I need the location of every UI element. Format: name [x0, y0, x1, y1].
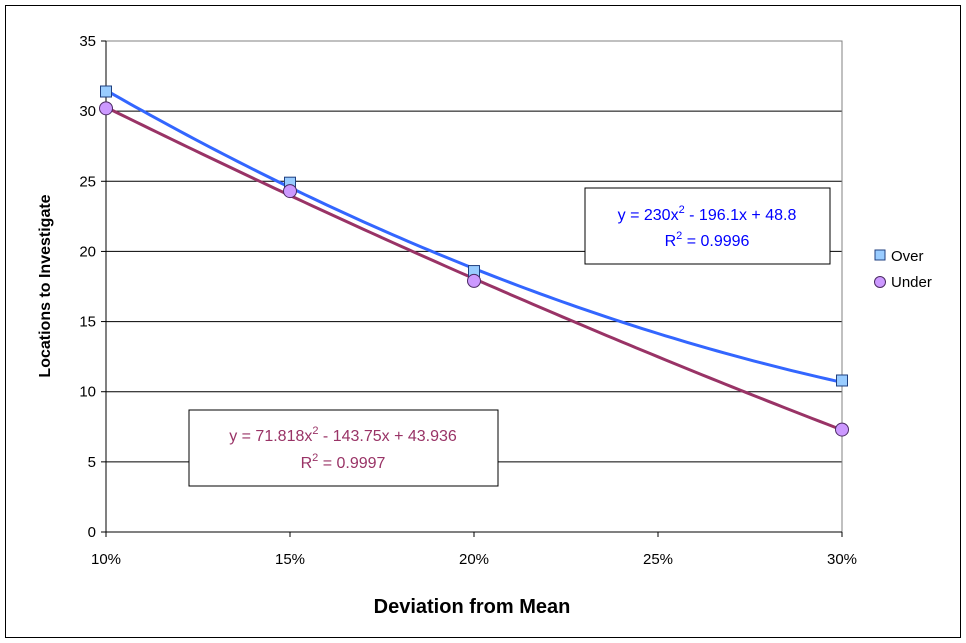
- y-tick-label: 10: [79, 384, 96, 401]
- legend-label-over: Over: [891, 248, 924, 265]
- legend: Over Under: [874, 248, 932, 291]
- y-tick-label: 20: [79, 243, 96, 260]
- y-tick-label: 0: [88, 524, 96, 541]
- x-axis-title: Deviation from Mean: [374, 596, 571, 618]
- legend-marker-over: [874, 249, 886, 261]
- data-point-under: [467, 273, 481, 288]
- y-tick-label: 35: [79, 33, 96, 50]
- r-squared-under: R2 = 0.9997: [301, 452, 386, 472]
- y-tick-label: 25: [79, 173, 96, 190]
- data-point-under: [835, 422, 849, 437]
- markers: [99, 85, 849, 437]
- legend-marker-under: [874, 276, 886, 288]
- equation-under: y = 71.818x2 - 143.75x + 43.936: [229, 425, 457, 445]
- data-point-under: [99, 101, 113, 116]
- equation-box-over: y = 230x2 - 196.1x + 48.8 R2 = 0.9996: [584, 187, 831, 265]
- x-tick-label: 30%: [827, 551, 857, 568]
- x-tick-label: 25%: [643, 551, 673, 568]
- x-tick-label: 10%: [91, 551, 121, 568]
- x-tick-label: 15%: [275, 551, 305, 568]
- y-tick-label: 30: [79, 103, 96, 120]
- y-tick-label: 15: [79, 314, 96, 331]
- r-squared-over: R2 = 0.9996: [665, 230, 750, 250]
- data-point-under: [283, 184, 297, 199]
- y-tick-label: 5: [88, 454, 96, 471]
- y-axis-title: Locations to Investigate: [37, 194, 54, 377]
- equation-over: y = 230x2 - 196.1x + 48.8: [618, 204, 797, 224]
- axes: 0 5 10 15 20 25 30 35 10% 15% 20% 25% 30%: [79, 33, 857, 568]
- data-point-over: [100, 85, 112, 98]
- legend-label-under: Under: [891, 274, 932, 291]
- data-point-over: [836, 374, 848, 387]
- equation-box-under: y = 71.818x2 - 143.75x + 43.936 R2 = 0.9…: [188, 409, 499, 487]
- x-tick-label: 20%: [459, 551, 489, 568]
